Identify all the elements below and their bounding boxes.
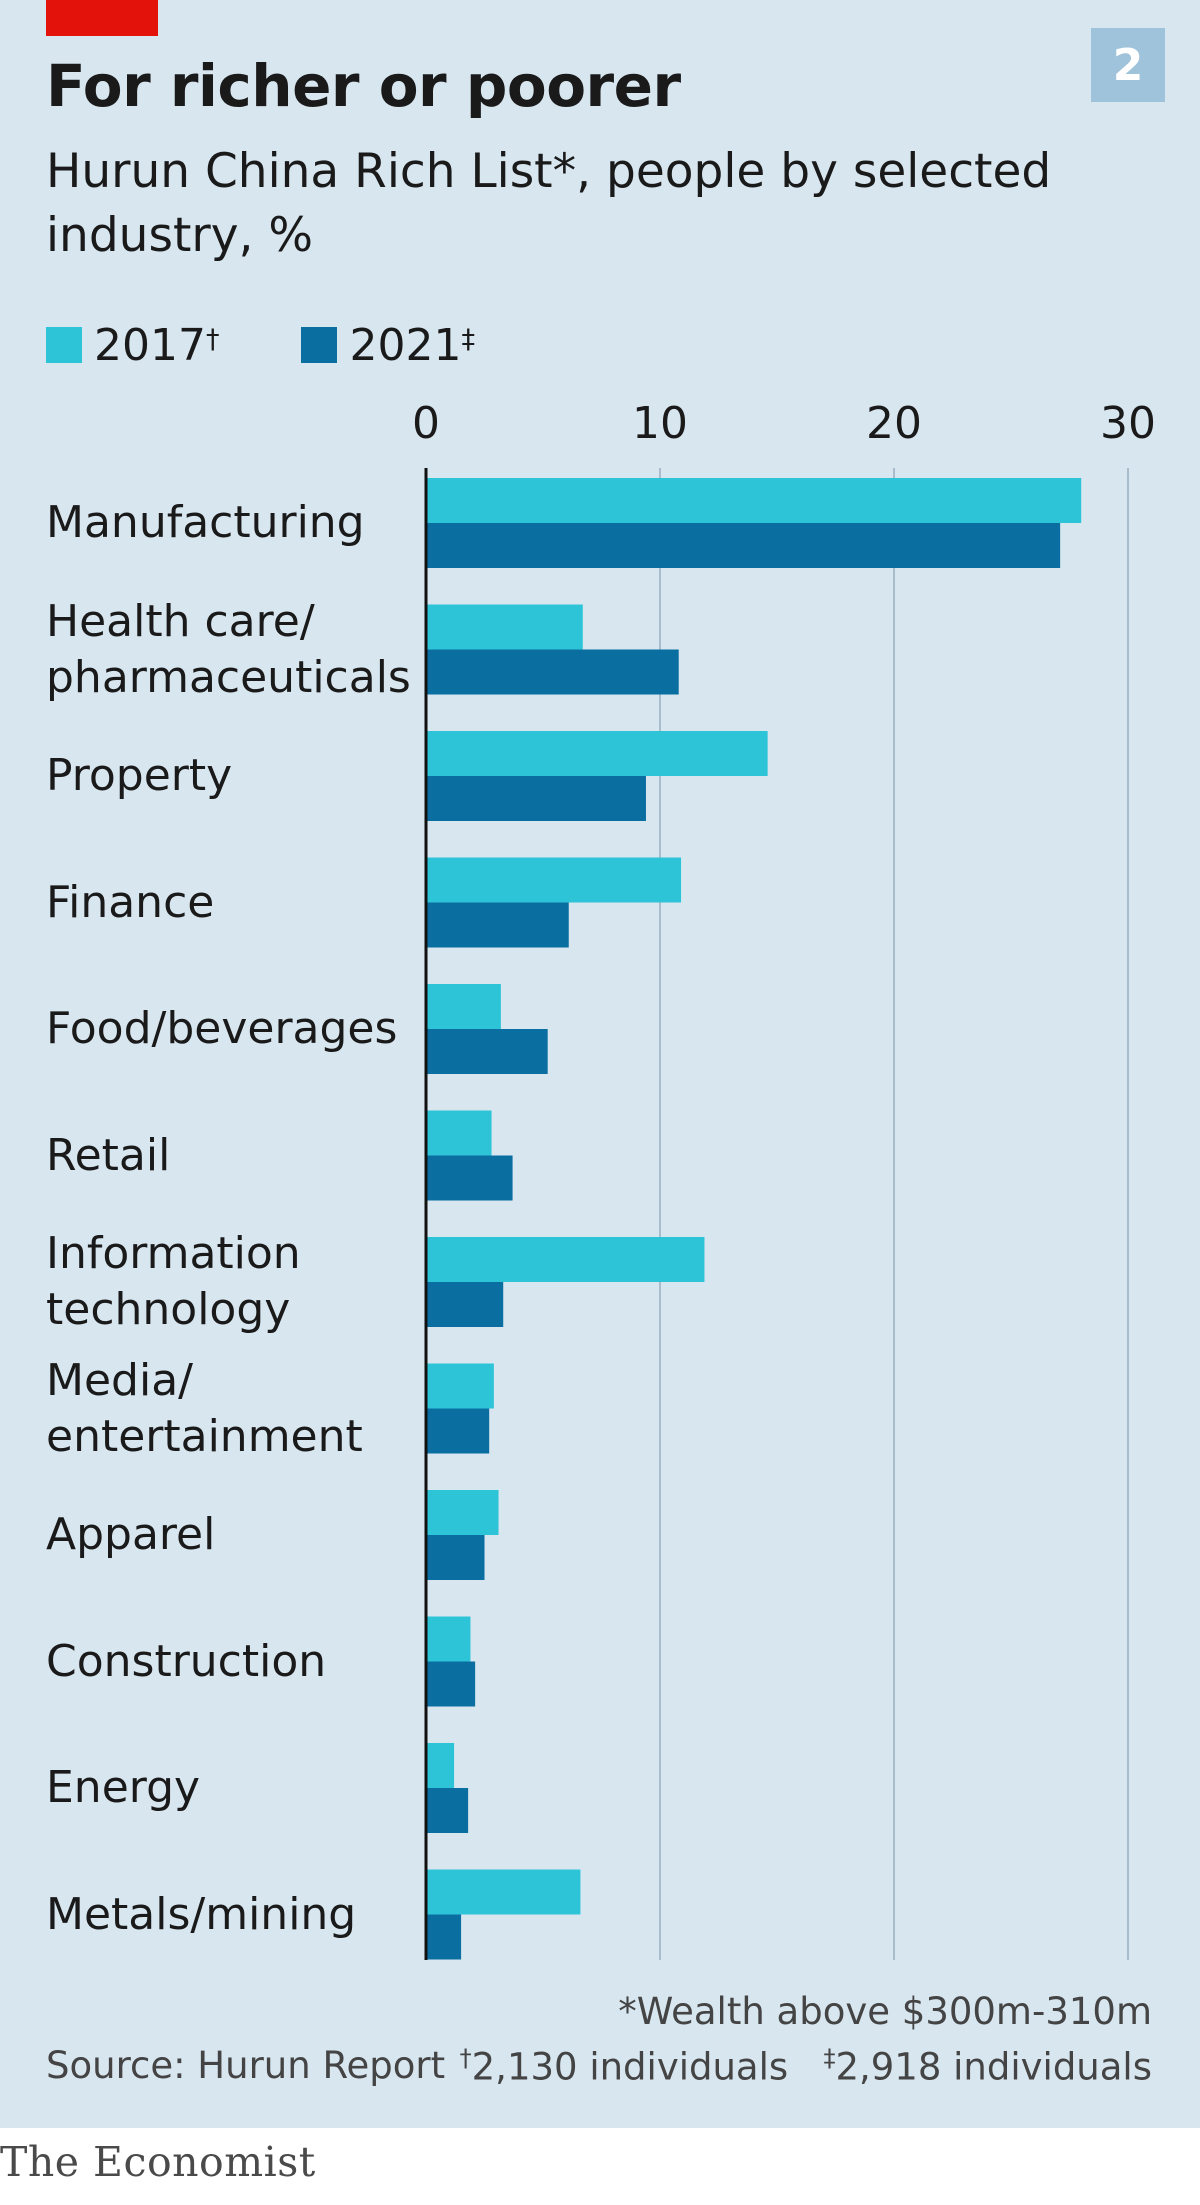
chart-number-badge: 2	[1091, 28, 1165, 102]
legend-item-2017: 2017 †	[46, 320, 219, 371]
chart-panel	[0, 0, 1200, 2128]
legend-label-2017: 2017	[94, 319, 206, 371]
red-brand-tag	[46, 0, 158, 36]
bar-2021	[426, 776, 646, 821]
footnote-mark-2017: †	[459, 2044, 472, 2072]
bar-2021	[426, 902, 569, 948]
bar-2021	[426, 523, 1061, 568]
bar-2017	[426, 1869, 581, 1915]
bar-2021	[426, 649, 679, 695]
bar-2017	[426, 731, 768, 776]
category-label: Health care/ pharmaceuticals	[46, 595, 411, 703]
chart-subtitle: Hurun China Rich List*, people by select…	[46, 144, 1052, 263]
legend-swatch-2017	[46, 327, 82, 363]
legend-mark-2021: ‡	[461, 323, 475, 355]
category-label: Finance	[46, 876, 215, 928]
bar-2017	[426, 1616, 471, 1662]
bar-2017	[426, 1237, 705, 1282]
x-tick-label: 20	[866, 398, 922, 449]
category-label: Manufacturing	[46, 497, 365, 548]
category-label: Metals/mining	[46, 1888, 357, 1940]
x-tick-label: 0	[412, 398, 440, 449]
bar-2021	[426, 1282, 504, 1327]
bar-2021	[426, 1155, 513, 1201]
bar-2017	[426, 1490, 499, 1535]
category-label: Property	[46, 750, 233, 801]
economist-logo: The Economist	[0, 2138, 316, 2186]
bar-2021	[426, 1661, 476, 1707]
category-label: Retail	[46, 1129, 171, 1181]
footnote-mark-2021: ‡	[823, 2044, 836, 2072]
sample-size-footnote: †2,130 individuals ‡2,918 individuals	[460, 2044, 1152, 2088]
bar-2017	[426, 478, 1082, 523]
x-tick-label: 10	[632, 398, 688, 449]
chart-title: For richer or poorer	[46, 52, 681, 120]
legend-mark-2017: †	[205, 323, 220, 355]
bar-2017	[426, 1743, 455, 1788]
source-note: Source: Hurun Report	[46, 2044, 446, 2087]
wealth-footnote: *Wealth above $300m-310m	[618, 1990, 1152, 2033]
legend-swatch-2021	[301, 327, 338, 363]
bar-2021	[426, 1029, 548, 1074]
legend-item-2021: 2021 ‡	[301, 319, 475, 371]
bar-2017	[426, 604, 583, 650]
category-label: Apparel	[46, 1509, 216, 1560]
x-tick-label: 30	[1100, 398, 1156, 449]
category-label: Media/ entertainment	[46, 1354, 363, 1462]
bar-chart: 0 10 20 30	[412, 398, 1156, 1960]
sample-size-2017: 2,130 individuals	[471, 2045, 789, 2089]
bar-2021	[426, 1408, 490, 1454]
bar-2017	[426, 857, 682, 903]
bar-2021	[426, 1535, 485, 1580]
bar-2021	[426, 1914, 462, 1960]
bar-2017	[426, 1110, 492, 1156]
category-label: Construction	[46, 1635, 327, 1687]
category-label: Energy	[46, 1762, 201, 1813]
category-label: Food/beverages	[46, 1003, 398, 1054]
bar-2017	[426, 1363, 494, 1409]
legend: 2017 † 2021 ‡	[46, 319, 557, 371]
legend-label-2021: 2021	[349, 319, 462, 371]
bar-2017	[426, 984, 501, 1029]
category-label: Information technology	[46, 1228, 301, 1335]
sample-size-2021: 2,918 individuals	[835, 2045, 1152, 2089]
bar-2021	[426, 1788, 469, 1833]
